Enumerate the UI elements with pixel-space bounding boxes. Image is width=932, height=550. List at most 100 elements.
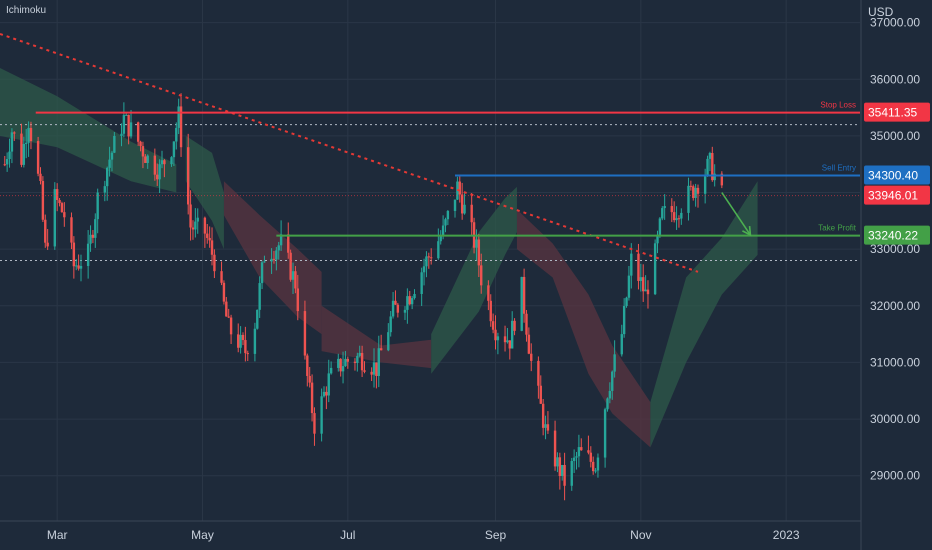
candle [72, 236, 76, 279]
candle [494, 315, 497, 350]
candle-body [5, 158, 9, 165]
candle-body [55, 189, 59, 201]
candle [708, 151, 712, 172]
candle-body [206, 233, 209, 238]
candle-body [537, 360, 540, 386]
candle [620, 324, 623, 357]
candle [153, 148, 157, 181]
candle [303, 300, 307, 360]
candle-body [146, 155, 149, 163]
candle-body [572, 457, 576, 462]
candle-body [294, 271, 297, 289]
candle [70, 212, 73, 250]
candle-body [153, 155, 157, 175]
candle-body [179, 106, 183, 148]
candle-body [513, 320, 516, 331]
candle-body [270, 258, 273, 262]
candle-body [460, 194, 464, 214]
candle-body [258, 283, 261, 310]
candle [513, 318, 516, 336]
candle [491, 313, 495, 334]
candle-body [403, 309, 407, 313]
current-price-price: 33946.01 [868, 189, 918, 203]
candle [275, 247, 278, 271]
candle [539, 375, 542, 405]
candle [237, 323, 240, 353]
candle-body [670, 206, 674, 213]
candle [8, 138, 11, 168]
candle [537, 356, 540, 399]
candle [27, 121, 30, 157]
candle [658, 217, 662, 238]
candle-body [596, 457, 600, 471]
candle [306, 353, 309, 387]
candle [587, 435, 590, 455]
candle [644, 275, 647, 292]
candle [239, 326, 242, 354]
candle [589, 446, 593, 468]
candle-body [527, 334, 531, 354]
candle-body [356, 355, 359, 363]
candle [572, 449, 576, 474]
candle-body [656, 234, 659, 244]
candle [144, 154, 147, 163]
candle-body [27, 127, 30, 143]
candle-body [158, 164, 161, 180]
candle-body [186, 147, 190, 205]
candle-body [106, 167, 109, 187]
candle-body [239, 334, 242, 348]
candle [544, 415, 547, 440]
candle-body [320, 396, 323, 434]
candle-body [279, 234, 283, 246]
candle-body [110, 152, 114, 160]
candle [213, 249, 216, 279]
candle [287, 222, 290, 259]
candle [329, 361, 333, 375]
candle-body [510, 320, 514, 349]
candle [313, 407, 316, 446]
candle [575, 451, 578, 470]
candle [408, 290, 411, 306]
candle-body [358, 352, 361, 356]
candle-body [575, 456, 578, 458]
candle-body [387, 332, 390, 351]
candle [706, 155, 709, 177]
candle-body [156, 174, 159, 180]
candle [420, 267, 423, 307]
candle [437, 228, 440, 260]
candle-body [72, 242, 76, 267]
cloud-red [321, 305, 432, 369]
candle [310, 374, 314, 422]
candle [480, 253, 483, 294]
candle-body [394, 300, 397, 305]
candle-body [591, 461, 595, 472]
candle [341, 351, 345, 384]
candle-body [229, 317, 233, 335]
candle-body [308, 375, 311, 383]
candle-body [113, 135, 116, 153]
candle [611, 370, 614, 400]
candle-body [630, 253, 633, 276]
candle-body [225, 301, 228, 317]
candle [89, 225, 92, 252]
candle-body [622, 305, 626, 335]
candle-body [139, 141, 142, 147]
candle [337, 353, 340, 372]
y-tick-label: 32000.00 [870, 299, 920, 313]
candle [603, 407, 607, 468]
candle [96, 188, 99, 234]
candle-body [44, 219, 47, 243]
candle [222, 280, 226, 305]
candle [227, 308, 230, 319]
candle [20, 123, 23, 168]
candle-body [144, 156, 147, 163]
candle-body [141, 146, 145, 157]
candle-body [237, 334, 240, 348]
candle [246, 350, 249, 362]
candle-body [353, 361, 357, 363]
candle-body [313, 413, 316, 434]
candle [489, 294, 492, 327]
candle [444, 217, 447, 233]
candle [225, 296, 228, 317]
